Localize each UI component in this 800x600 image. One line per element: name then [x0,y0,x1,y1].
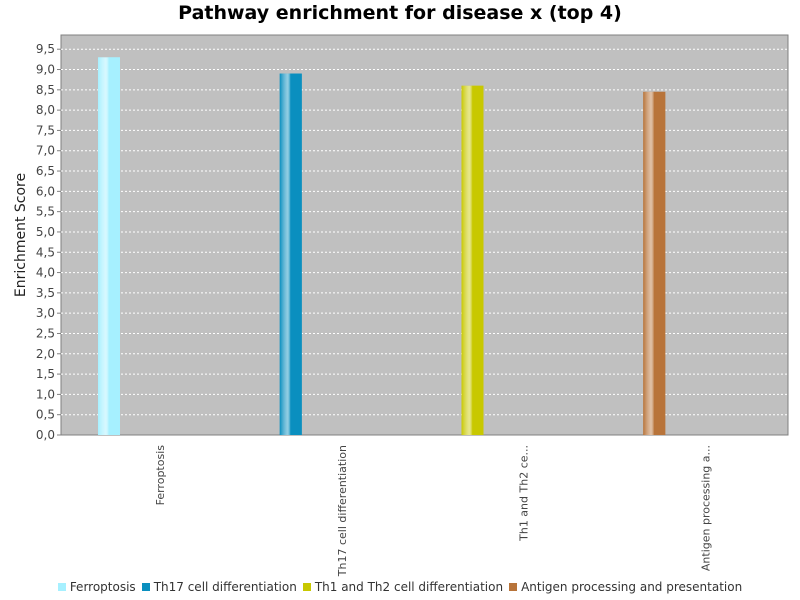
legend-item: Ferroptosis [57,580,136,594]
legend-label: Ferroptosis [69,580,136,594]
bar-highlight [98,57,120,436]
bar-highlight [643,91,666,436]
legend-item: Th1 and Th2 cell differentiation [302,580,504,594]
y-tick-label: 4,0 [36,266,55,280]
x-tick-label: Ferroptosis [154,445,167,506]
y-tick-label: 7,0 [36,144,55,158]
y-tick-label: 1,5 [36,367,55,381]
y-tick-label: 6,5 [36,164,55,178]
y-tick-label: 9,0 [36,63,55,77]
bar-highlight [279,73,302,436]
gridlines [61,48,788,416]
legend-swatch [302,583,311,591]
chart-title: Pathway enrichment for disease x (top 4) [178,2,622,24]
y-tick-label: 2,5 [36,326,55,340]
x-tick-label: Th1 and Th2 ce... [518,445,531,542]
y-tick-label: 8,5 [36,83,55,97]
legend: Ferroptosis Th17 cell differentiation Th1 … [0,580,800,594]
y-tick-label: 0,5 [36,408,55,422]
legend-label: Antigen processing and presentation [521,580,743,594]
y-tick-label: 2,0 [36,347,55,361]
plot-area [60,34,789,436]
bar-highlight [461,85,484,436]
x-tick-label: Th17 cell differentiation [336,445,349,577]
legend-item: Antigen processing and presentation [509,580,742,594]
y-axis-label: Enrichment Score [13,173,29,297]
legend-label: Th1 and Th2 cell differentiation [314,580,504,594]
y-tick-label: 3,0 [36,306,55,320]
y-tick-label: 1,0 [36,387,55,401]
legend-item: Th17 cell differentiation [141,580,297,594]
y-tick-label: 5,5 [36,205,55,219]
y-tick-label: 3,5 [36,286,55,300]
y-tick-label: 6,0 [36,184,55,198]
y-tick-label: 0,0 [36,428,55,442]
y-tick-label: 7,5 [36,123,55,137]
legend-label: Th17 cell differentiation [153,580,297,594]
x-axis: Ferroptosis Th17 cell differentiation Th1 … [154,445,712,577]
y-tick-label: 4,5 [36,245,55,259]
y-tick-label: 8,0 [36,103,55,117]
legend-swatch [509,583,518,591]
legend-swatch [141,583,150,591]
y-tick-label: 5,0 [36,225,55,239]
y-tick-label: 9,5 [36,42,55,56]
y-axis: 0,0 0,5 1,0 1,5 2,0 2,5 3,0 3,5 4,0 4,5 5,0 5,5 6,0 6… [36,42,61,442]
bars [98,57,666,436]
legend-swatch [57,583,66,591]
x-tick-label: Antigen processing a... [699,445,712,571]
